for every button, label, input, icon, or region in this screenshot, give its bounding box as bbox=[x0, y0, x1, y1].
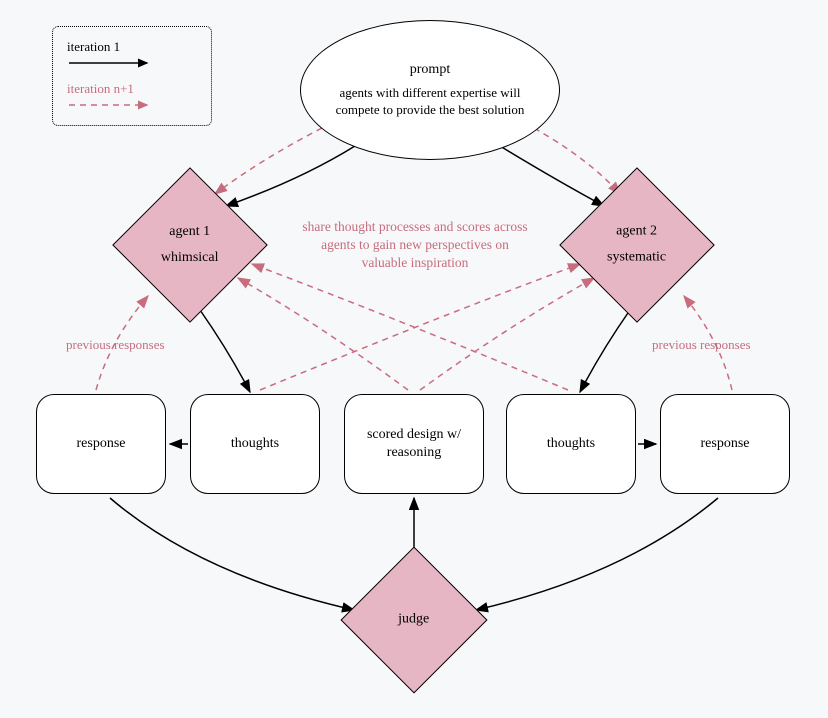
prev1-text: previous responses bbox=[66, 337, 165, 352]
prev-responses-1: previous responses bbox=[66, 336, 165, 354]
response1-label: response bbox=[77, 435, 126, 453]
legend-arrow-solid bbox=[67, 57, 197, 73]
share-label: share thought processes and scores acros… bbox=[300, 218, 530, 273]
thoughts1-node: thoughts bbox=[190, 394, 320, 494]
agent1-subtitle: whimsical bbox=[161, 249, 219, 267]
response1-node: response bbox=[36, 394, 166, 494]
legend-label-solid: iteration 1 bbox=[67, 39, 120, 55]
legend-box: iteration 1 iteration n+1 bbox=[52, 26, 212, 126]
thoughts2-node: thoughts bbox=[506, 394, 636, 494]
judge-title: judge bbox=[398, 611, 429, 629]
thoughts1-label: thoughts bbox=[231, 435, 279, 453]
legend-arrow-dashed bbox=[67, 99, 197, 115]
agent2-subtitle: systematic bbox=[607, 249, 666, 267]
share-label-text: share thought processes and scores acros… bbox=[302, 219, 527, 270]
legend-label-dashed: iteration n+1 bbox=[67, 81, 134, 97]
scored-label: scored design w/ reasoning bbox=[357, 426, 471, 462]
prompt-subtitle: agents with different expertise will com… bbox=[329, 85, 531, 119]
agent2-title: agent 2 bbox=[607, 223, 666, 241]
prev2-text: previous responses bbox=[652, 337, 751, 352]
agent2-node: agent 2 systematic bbox=[559, 167, 715, 323]
judge-node: judge bbox=[340, 546, 487, 693]
legend-row-dashed: iteration n+1 bbox=[67, 81, 197, 97]
prev-responses-2: previous responses bbox=[652, 336, 751, 354]
agent1-title: agent 1 bbox=[161, 223, 219, 241]
prompt-title: prompt bbox=[410, 61, 450, 79]
scored-node: scored design w/ reasoning bbox=[344, 394, 484, 494]
thoughts2-label: thoughts bbox=[547, 435, 595, 453]
response2-label: response bbox=[701, 435, 750, 453]
response2-node: response bbox=[660, 394, 790, 494]
diagram-canvas: iteration 1 iteration n+1 prompt agents … bbox=[0, 0, 828, 718]
agent1-node: agent 1 whimsical bbox=[112, 167, 268, 323]
prompt-node: prompt agents with different expertise w… bbox=[300, 20, 560, 160]
legend-row-solid: iteration 1 bbox=[67, 39, 197, 55]
